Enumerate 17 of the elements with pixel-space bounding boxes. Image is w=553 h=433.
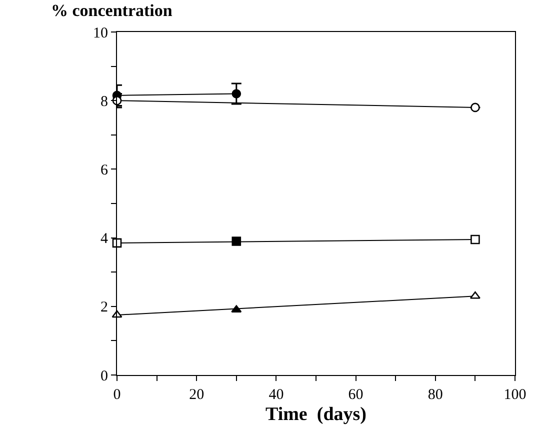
x-tick-label: 20 — [189, 387, 204, 403]
x-tick-label: 40 — [268, 387, 284, 403]
y-tick-label: 10 — [93, 25, 108, 42]
y-tick-label: 4 — [100, 231, 108, 248]
y-tick-label: 2 — [100, 300, 108, 316]
y-tick-label: 8 — [100, 94, 108, 110]
x-tick-label: 80 — [428, 387, 443, 403]
y-axis-title: % concentration — [51, 1, 173, 20]
x-tick-label: 0 — [113, 387, 121, 403]
y-tick-label: 6 — [100, 162, 108, 178]
x-tick-label: 60 — [348, 387, 364, 403]
y-tick-label: 0 — [100, 368, 108, 384]
point — [232, 89, 242, 98]
point — [470, 234, 480, 244]
x-tick-label: 100 — [504, 387, 526, 403]
point — [232, 236, 242, 246]
x-axis-title: Time (days) — [266, 404, 366, 425]
